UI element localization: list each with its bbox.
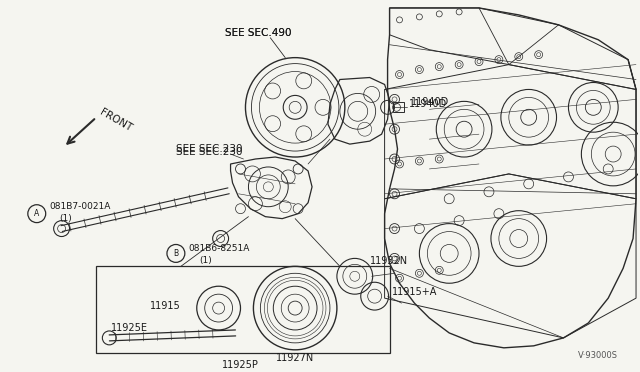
Text: 11927N: 11927N bbox=[276, 353, 314, 363]
Text: SEE SEC.230: SEE SEC.230 bbox=[176, 147, 243, 157]
Text: V·93000S: V·93000S bbox=[578, 351, 618, 360]
Text: FRONT: FRONT bbox=[99, 107, 134, 133]
Text: 11915: 11915 bbox=[150, 301, 181, 311]
Text: (1): (1) bbox=[60, 214, 72, 223]
Text: SEE SEC.230: SEE SEC.230 bbox=[176, 144, 243, 154]
Text: 11932N: 11932N bbox=[370, 256, 408, 266]
Text: 11940D: 11940D bbox=[412, 97, 450, 108]
Text: SEE SEC.490: SEE SEC.490 bbox=[225, 28, 292, 38]
Text: 11925P: 11925P bbox=[222, 360, 259, 370]
Text: 081B7-0021A: 081B7-0021A bbox=[50, 202, 111, 211]
Bar bbox=[392, 102, 404, 112]
Text: 11915+A: 11915+A bbox=[392, 287, 437, 297]
Text: 11925E: 11925E bbox=[111, 323, 148, 333]
Text: 11940D: 11940D bbox=[410, 99, 448, 109]
Text: B: B bbox=[173, 249, 179, 258]
Text: A: A bbox=[34, 209, 40, 218]
Text: (1): (1) bbox=[199, 256, 211, 265]
Text: SEE SEC.490: SEE SEC.490 bbox=[225, 28, 292, 38]
Text: 081B6-8251A: 081B6-8251A bbox=[189, 244, 250, 253]
